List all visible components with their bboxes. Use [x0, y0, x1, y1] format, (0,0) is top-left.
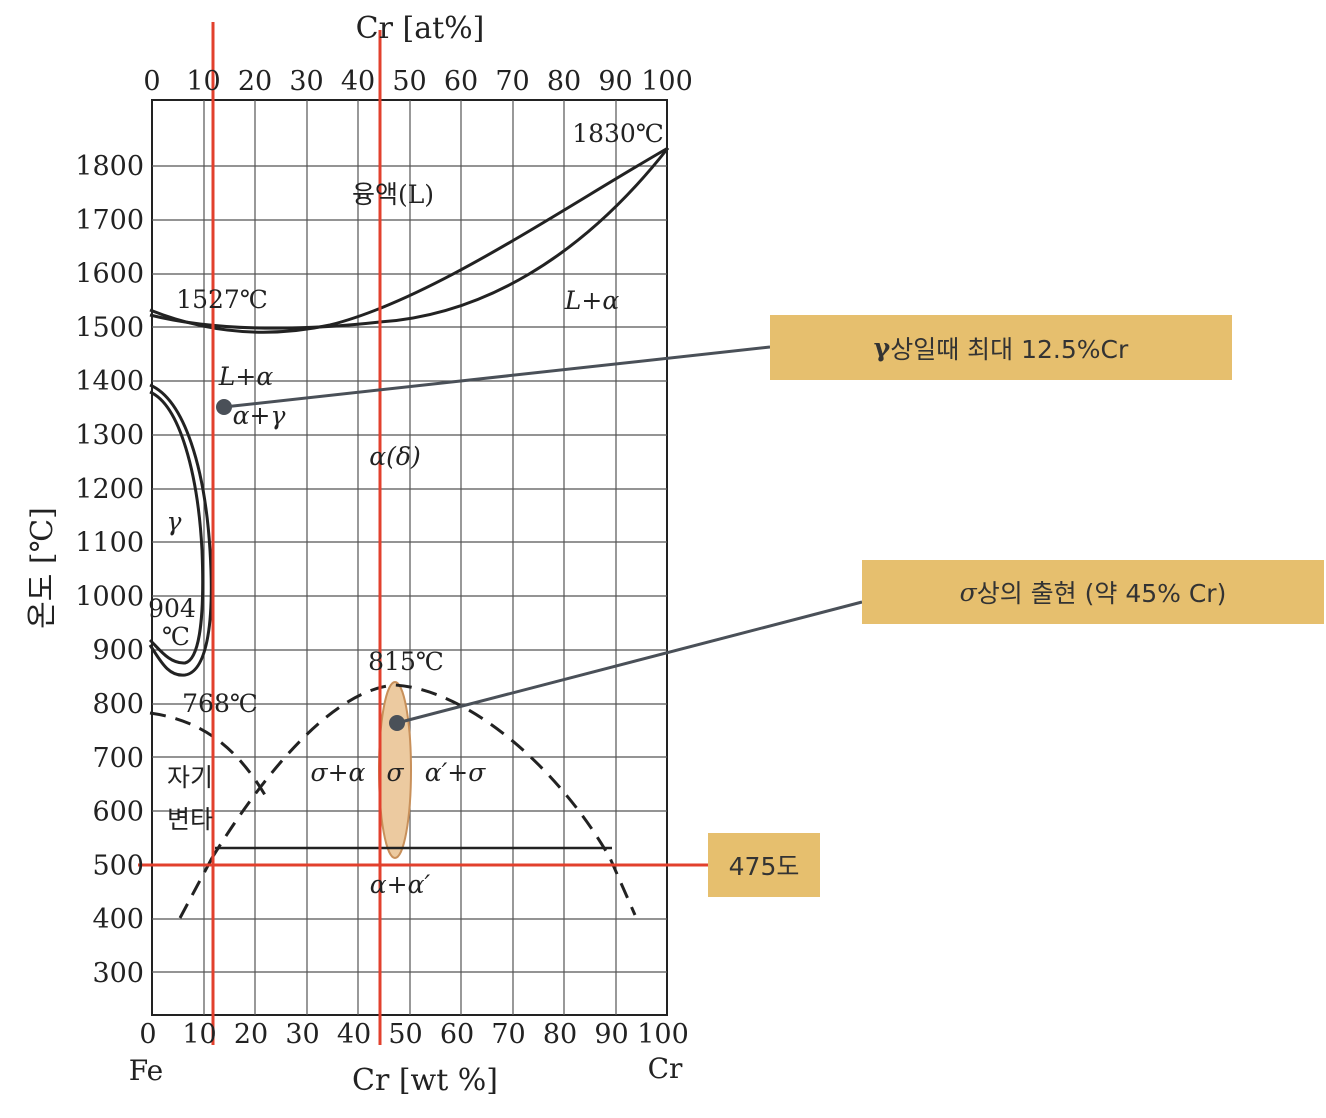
label-768: 768℃ [182, 689, 258, 718]
callout-475-degrees: 475도 [708, 833, 820, 897]
label-1830: 1830℃ [572, 119, 664, 148]
callout-sigma-prefix: σ [959, 577, 977, 607]
bottom-tick-30: 30 [285, 1019, 319, 1050]
bottom-tick-50: 50 [388, 1019, 422, 1050]
y-tick-400: 400 [92, 904, 144, 935]
callout-475-text: 475도 [728, 852, 800, 881]
top-tick-60: 60 [444, 66, 478, 97]
y-tick-900: 900 [92, 635, 144, 666]
y-tick-600: 600 [92, 797, 144, 828]
callout-gamma-max: γ 상일때 최대 12.5%Cr [770, 315, 1232, 380]
y-tick-1400: 1400 [75, 366, 144, 397]
label-alpha-delta: α(δ) [369, 442, 420, 471]
bottom-tick-labels: 0 10 20 30 40 50 60 70 80 90 100 [139, 1019, 688, 1050]
gamma-loop-inner [148, 390, 205, 665]
top-axis-title: Cr [at%] [356, 11, 485, 46]
label-magnetic-2: 변타 [167, 805, 213, 834]
top-tick-0: 0 [143, 66, 160, 97]
gamma-loop-outer [148, 383, 213, 677]
top-tick-90: 90 [598, 66, 632, 97]
label-alpha-prime-plus-sigma: α′+σ [425, 758, 487, 787]
top-tick-10: 10 [186, 66, 220, 97]
callout-sigma-text: 상의 출현 (약 45% Cr) [976, 579, 1227, 608]
label-815: 815℃ [368, 647, 444, 676]
bottom-tick-20: 20 [234, 1019, 268, 1050]
y-tick-1100: 1100 [75, 528, 144, 559]
y-tick-1500: 1500 [75, 312, 144, 343]
label-904-a: 904 [148, 594, 196, 623]
label-sigma-plus-alpha: σ+α [311, 758, 366, 787]
pointer-dot-sigma [389, 715, 405, 731]
top-tick-labels: 0 10 20 30 40 50 60 70 80 90 100 [143, 66, 692, 97]
left-end-label: Fe [129, 1054, 163, 1087]
bottom-tick-100: 100 [637, 1019, 689, 1050]
top-tick-70: 70 [495, 66, 529, 97]
y-tick-1300: 1300 [75, 420, 144, 451]
y-axis-title: 온도 [℃] [25, 507, 60, 629]
solidus-curve [149, 147, 670, 330]
bottom-tick-90: 90 [594, 1019, 628, 1050]
label-sigma: σ [386, 758, 404, 787]
bottom-tick-70: 70 [491, 1019, 525, 1050]
label-l-plus-alpha-left: L+α [218, 362, 274, 391]
label-l-plus-alpha-right: L+α [564, 286, 620, 315]
label-alpha-plus-alpha-prime: α+α′ [370, 870, 431, 899]
label-magnetic-1: 자기 [167, 763, 213, 792]
top-tick-50: 50 [392, 66, 426, 97]
bottom-tick-60: 60 [440, 1019, 474, 1050]
y-tick-300: 300 [92, 958, 144, 989]
label-alpha-plus-gamma: α+γ [233, 401, 286, 430]
callout-gamma-text: 상일때 최대 12.5%Cr [890, 334, 1129, 364]
y-tick-500: 500 [92, 850, 144, 881]
label-1527: 1527℃ [176, 285, 268, 314]
y-tick-1000: 1000 [75, 581, 144, 612]
label-904-b: ℃ [162, 622, 190, 651]
top-tick-100: 100 [641, 66, 693, 97]
bottom-tick-0: 0 [139, 1019, 156, 1050]
y-tick-1600: 1600 [75, 259, 144, 290]
label-gamma: γ [167, 507, 182, 536]
y-tick-1200: 1200 [75, 474, 144, 505]
bottom-tick-40: 40 [337, 1019, 371, 1050]
callout-gamma-prefix: γ [873, 333, 891, 362]
label-liquid: 융액(L) [352, 180, 434, 209]
bottom-tick-10: 10 [182, 1019, 216, 1050]
region-labels: 1830℃ 융액(L) 1527℃ L+α L+α α+γ α(δ) γ 904… [148, 119, 664, 899]
bottom-axis-title: Cr [wt %] [352, 1063, 498, 1098]
top-tick-20: 20 [238, 66, 272, 97]
y-tick-1800: 1800 [75, 151, 144, 182]
top-tick-30: 30 [289, 66, 323, 97]
y-tick-700: 700 [92, 743, 144, 774]
bottom-tick-80: 80 [543, 1019, 577, 1050]
callout-sigma-appearance: σ 상의 출현 (약 45% Cr) [862, 560, 1324, 624]
low-temp-branch [178, 857, 214, 919]
y-tick-1700: 1700 [75, 205, 144, 236]
y-tick-labels: 1800 1700 1600 1500 1400 1300 1200 1100 1000 900 8… [75, 151, 144, 989]
dashed-boundaries [149, 683, 637, 919]
callout-pointers [223, 345, 863, 725]
top-tick-80: 80 [547, 66, 581, 97]
pointer-dot-gamma [216, 399, 232, 415]
right-end-label: Cr [648, 1052, 683, 1085]
y-tick-800: 800 [92, 689, 144, 720]
top-tick-40: 40 [341, 66, 375, 97]
guide-lines [138, 22, 708, 1045]
